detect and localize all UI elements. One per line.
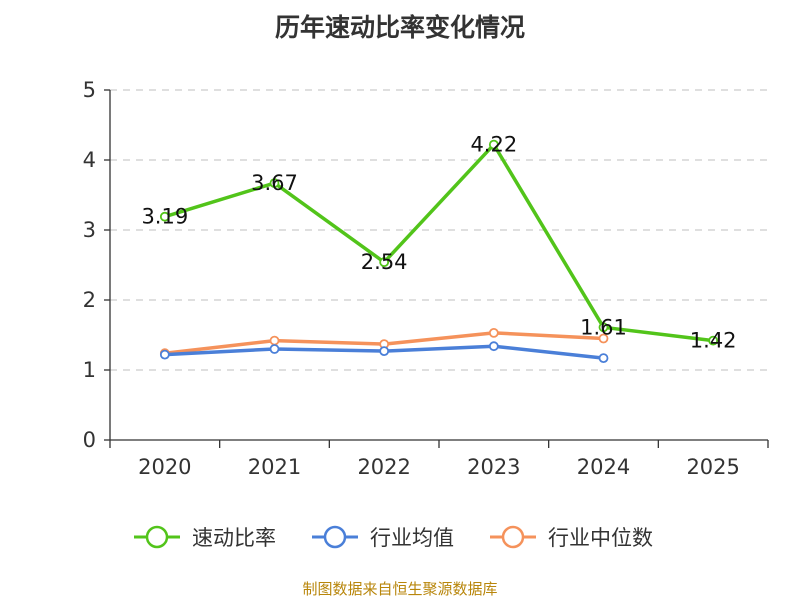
data-label: 4.22 [470, 133, 517, 157]
x-tick-label: 2024 [577, 455, 630, 479]
data-point [159, 211, 170, 222]
x-tick-label: 2020 [138, 455, 191, 479]
data-point [379, 346, 390, 357]
series-layer [159, 139, 719, 364]
axis-layer: 0 1 2 3 4 5 2020 2021 2022 2023 2024 2025 [83, 78, 769, 479]
x-tick-label: 2022 [357, 455, 410, 479]
legend-circle-marker [501, 525, 525, 549]
data-point [269, 178, 280, 189]
data-label: 2.54 [361, 250, 408, 274]
data-label: 3.19 [141, 205, 188, 229]
x-tick-label: 2021 [248, 455, 301, 479]
data-label: 1.61 [580, 315, 627, 339]
legend-label: 速动比率 [192, 526, 276, 550]
series-line-quick-ratio [164, 142, 714, 343]
y-tick-label: 4 [83, 148, 96, 172]
legend-item-industry-mean[interactable]: 行业均值 [312, 525, 454, 550]
legend-label: 行业均值 [370, 526, 454, 550]
data-point [269, 335, 280, 346]
data-point [598, 353, 609, 364]
data-label-layer: 3.19 3.67 2.54 4.22 1.61 1.42 [141, 133, 736, 353]
y-tick-label: 3 [83, 218, 96, 242]
x-tick-label: 2023 [467, 455, 520, 479]
data-point [488, 341, 499, 352]
y-tick-label: 1 [83, 358, 96, 382]
legend-label: 行业中位数 [548, 526, 653, 550]
y-tick-label: 5 [83, 78, 96, 102]
grid-layer [110, 89, 768, 371]
data-point [269, 344, 280, 354]
data-label: 3.67 [251, 171, 298, 195]
y-tick-label: 2 [83, 288, 96, 312]
source-note: 制图数据来自恒生聚源数据库 [302, 580, 498, 598]
data-point [488, 139, 499, 150]
data-label: 1.42 [690, 329, 737, 353]
legend-circle-marker [145, 525, 169, 549]
legend-item-industry-median[interactable]: 行业中位数 [490, 525, 653, 550]
data-point [488, 327, 499, 338]
x-tick-label: 2025 [686, 455, 739, 479]
data-point [598, 333, 609, 344]
legend-circle-marker [323, 525, 347, 549]
data-point [379, 257, 390, 268]
y-tick-label: 0 [83, 428, 96, 452]
legend[interactable]: 速动比率 行业均值 行业中位数 [134, 525, 653, 550]
data-point [159, 349, 170, 360]
chart-title: 历年速动比率变化情况 [274, 13, 525, 42]
data-point [708, 335, 719, 346]
data-point [598, 322, 609, 333]
legend-item-quick-ratio[interactable]: 速动比率 [134, 525, 276, 550]
